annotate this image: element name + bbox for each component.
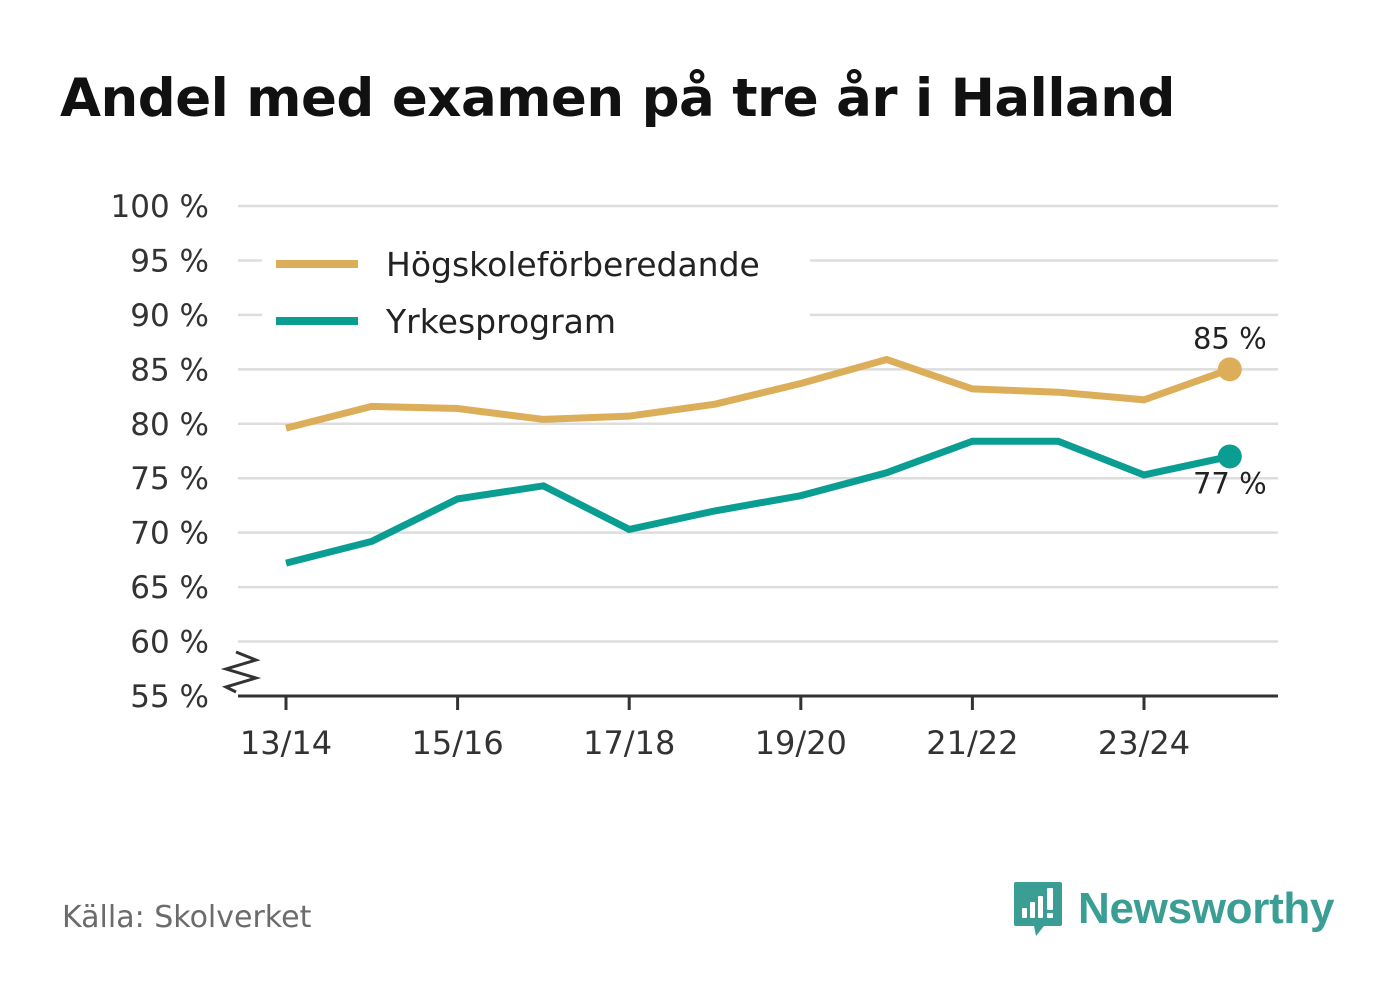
- y-tick-label: 90 %: [130, 298, 209, 334]
- brand-logo[interactable]: Newsworthy: [1012, 880, 1334, 938]
- legend-label: Högskoleförberedande: [386, 245, 760, 284]
- y-tick-label: 65 %: [130, 570, 209, 606]
- series-line: [285, 437, 1231, 567]
- brand-name: Newsworthy: [1078, 884, 1335, 933]
- x-axis-ticks: 13/14 15/16 17/18 19/20 21/22 23/24: [240, 696, 1190, 762]
- legend-background: [262, 236, 810, 346]
- source-note: Källa: Skolverket: [62, 900, 312, 935]
- series: 85 % 77 %: [285, 321, 1267, 567]
- x-tick-label: 13/14: [240, 724, 332, 762]
- series-line: [285, 355, 1231, 432]
- y-tick-label: 85 %: [130, 352, 209, 388]
- x-axis: [220, 650, 1278, 698]
- y-tick-label: 60 %: [130, 625, 209, 661]
- legend-label: Yrkesprogram: [385, 302, 616, 341]
- y-tick-label: 70 %: [130, 516, 209, 552]
- newsworthy-logo-icon: [1014, 882, 1062, 936]
- y-tick-label: 55 %: [130, 679, 209, 715]
- y-tick-label: 75 %: [130, 461, 209, 497]
- y-tick-label: 80 %: [130, 407, 209, 443]
- end-value-label: 85 %: [1193, 321, 1267, 355]
- page-title: Andel med examen på tre år i Halland: [60, 68, 1175, 129]
- end-point-marker: [1217, 444, 1242, 469]
- series-yrkesprogram: 77 %: [285, 437, 1267, 567]
- legend: Högskoleförberedande Yrkesprogram: [262, 236, 810, 346]
- y-axis-ticks: 100 % 95 % 90 % 85 % 80 % 75 % 70 % 65 % 60 % 55 …: [111, 189, 209, 715]
- end-point-marker: [1217, 357, 1242, 382]
- x-tick-label: 15/16: [411, 724, 503, 762]
- end-value-label: 77 %: [1193, 466, 1267, 500]
- x-tick-label: 21/22: [926, 724, 1018, 762]
- y-tick-label: 95 %: [130, 243, 209, 279]
- y-tick-label: 100 %: [111, 189, 209, 225]
- series-hogskoleforberedande: 85 %: [285, 321, 1267, 432]
- axis-break-icon: [220, 650, 262, 694]
- x-tick-label: 17/18: [583, 724, 675, 762]
- x-tick-label: 23/24: [1098, 724, 1190, 762]
- x-tick-label: 19/20: [755, 724, 847, 762]
